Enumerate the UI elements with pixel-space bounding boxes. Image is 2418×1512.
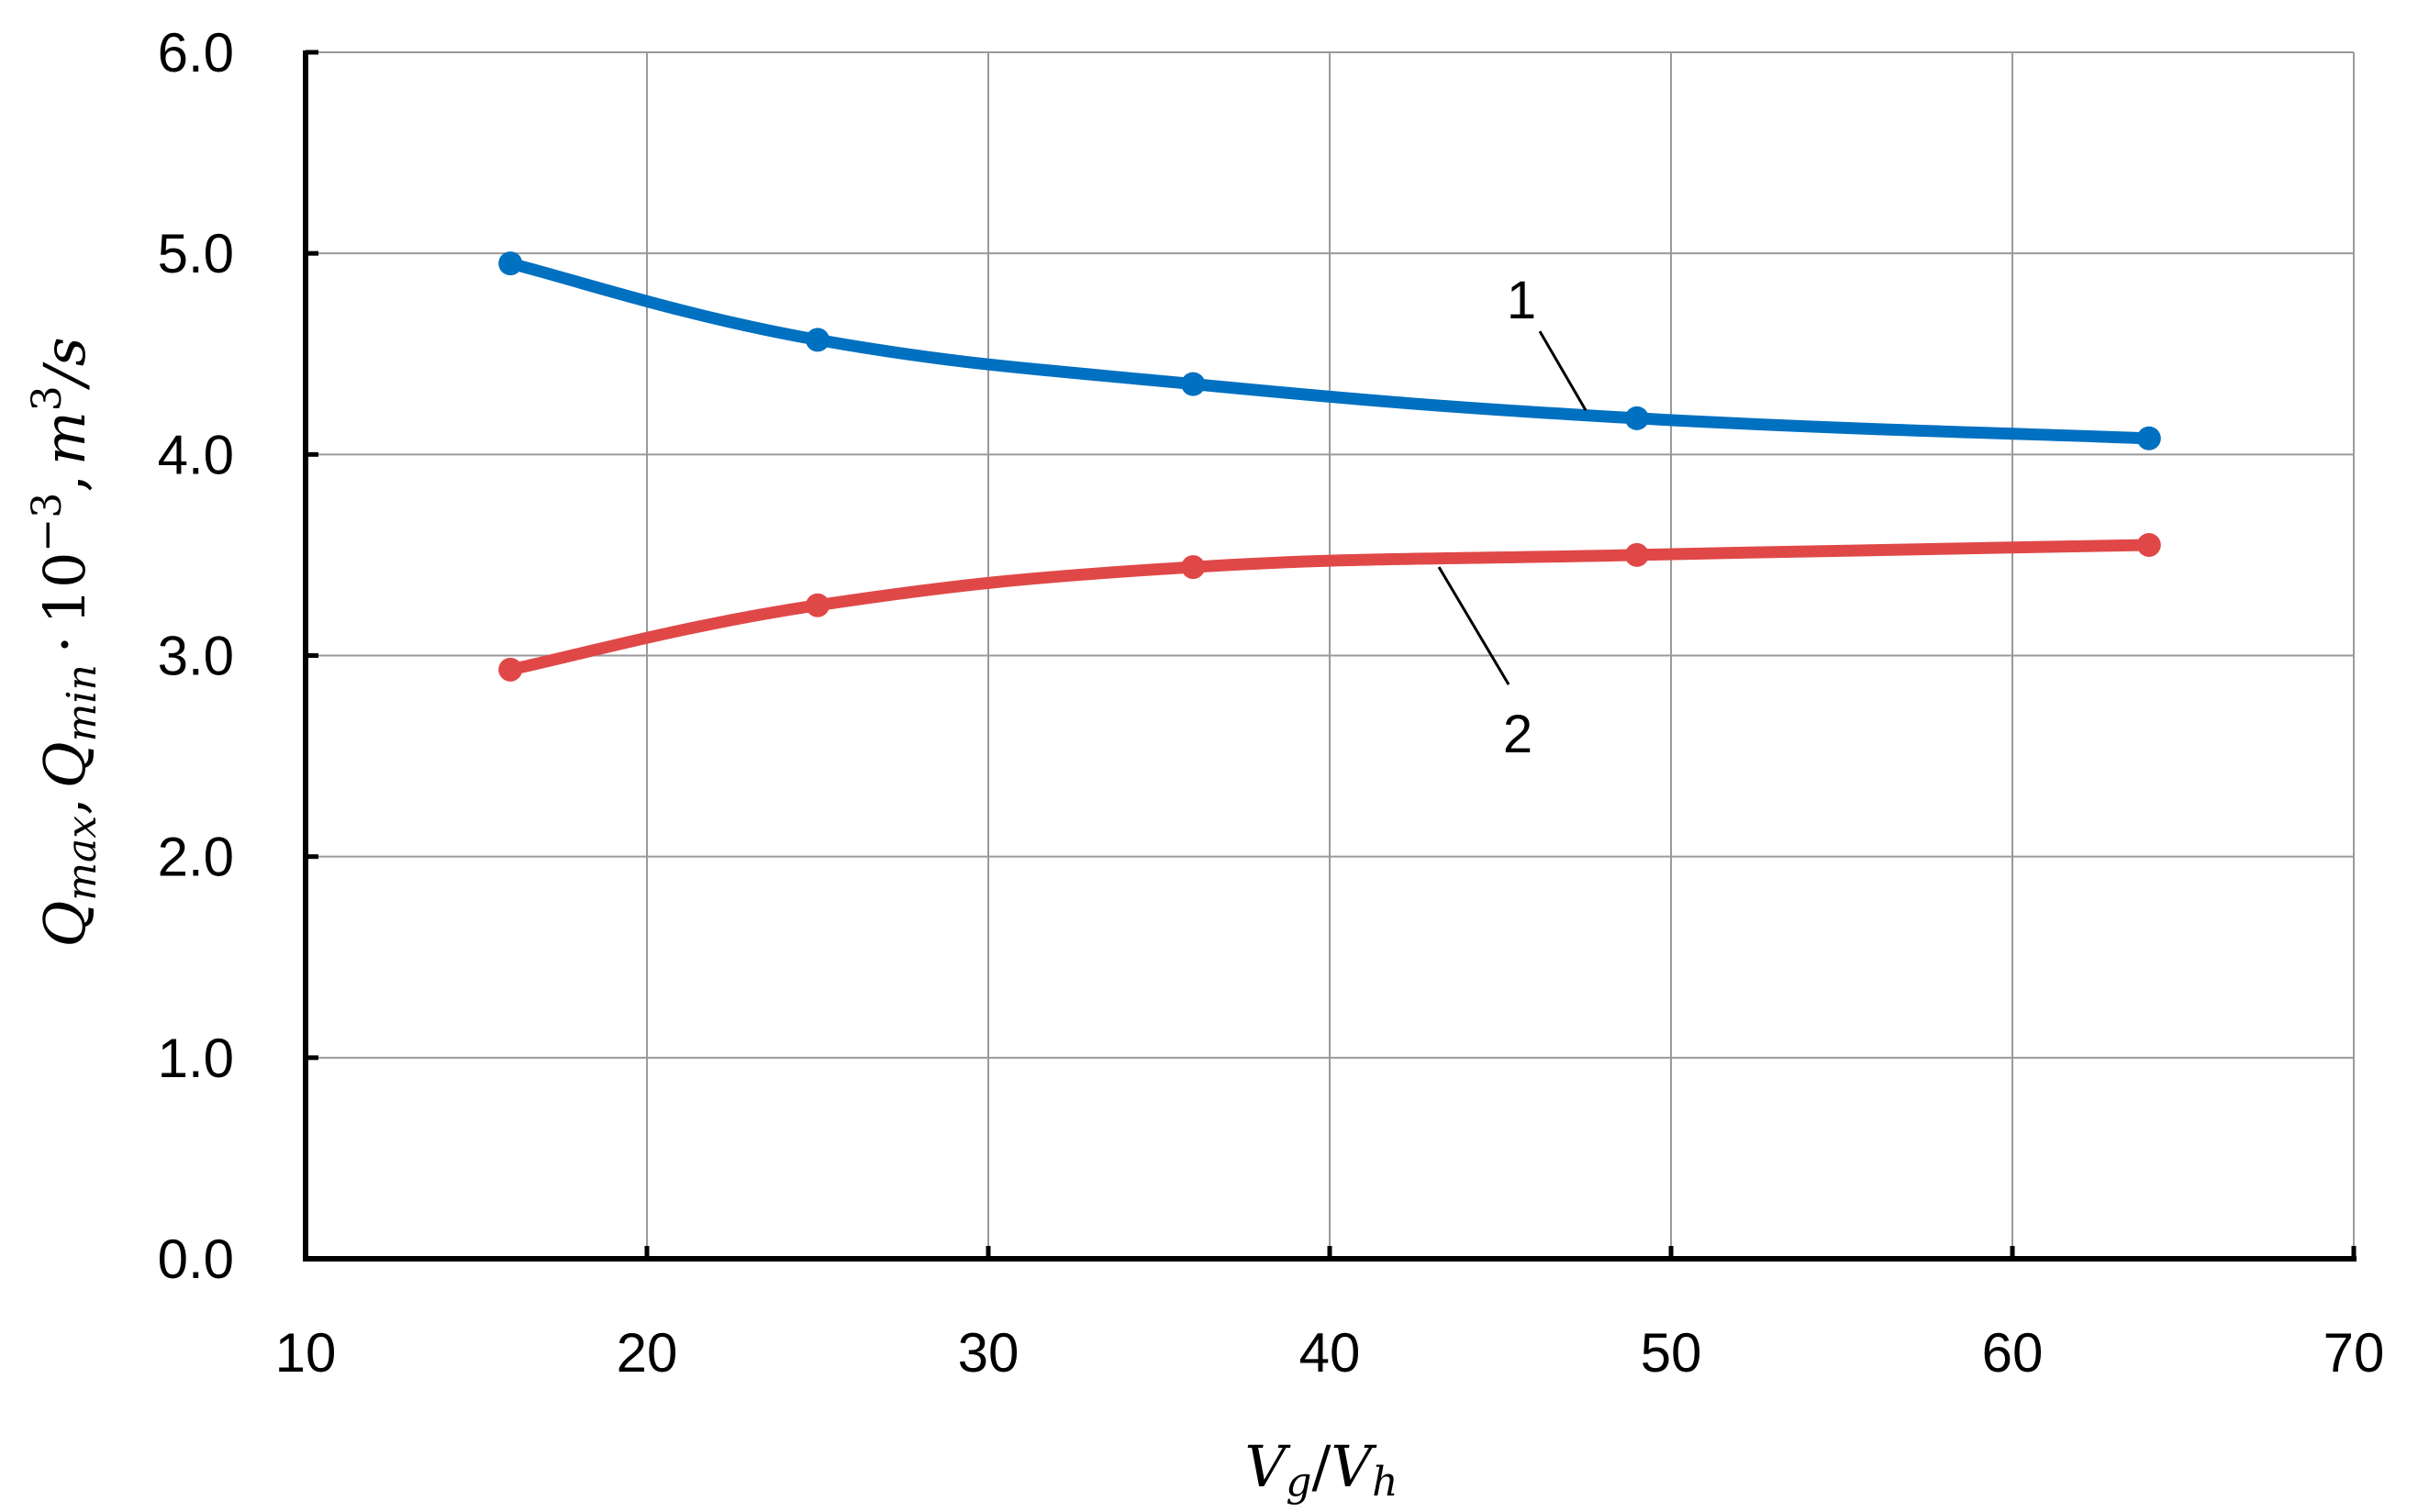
y-tick-label: 0.0 — [158, 1228, 234, 1290]
y-tick-label: 1.0 — [158, 1028, 234, 1089]
y-tick-label: 4.0 — [158, 424, 234, 485]
annotation-label-2: 2 — [1503, 705, 1532, 764]
annotation-leader-2 — [1437, 566, 1510, 685]
x-tick-label: 10 — [275, 1322, 337, 1384]
data-point-2 — [2136, 532, 2161, 557]
series-lines — [498, 251, 2161, 682]
y-tick-label: 2.0 — [158, 827, 234, 888]
x-tick-label: 30 — [958, 1322, 1020, 1384]
annotations: 12 — [1437, 271, 1588, 764]
series-line-2 — [504, 539, 2156, 676]
y-tick-label: 3.0 — [158, 626, 234, 687]
x-axis-label: Vg/Vh — [1245, 1433, 1398, 1506]
x-tick-label: 50 — [1641, 1322, 1702, 1384]
series-line-1 — [504, 257, 2156, 445]
x-tick-labels: 10 20 30 40 50 60 70 — [275, 1322, 2385, 1384]
y-axis-label: Qmax,Qmin·10−3,m3/s — [24, 337, 106, 947]
annotation-leader-1 — [1538, 330, 1588, 411]
data-point-1 — [498, 251, 523, 276]
data-point-2 — [498, 657, 523, 682]
annotation-label-1: 1 — [1507, 271, 1536, 330]
y-tick-labels: 0.0 1.0 2.0 3.0 4.0 5.0 6.0 — [158, 22, 234, 1290]
data-point-1 — [1181, 372, 1206, 396]
data-point-1 — [1624, 406, 1649, 430]
data-point-2 — [1181, 555, 1206, 580]
y-tick-label: 6.0 — [158, 22, 234, 83]
y-tick-label: 5.0 — [158, 223, 234, 284]
data-point-1 — [2136, 426, 2161, 450]
grid — [306, 51, 2355, 1259]
x-tick-label: 60 — [1982, 1322, 2044, 1384]
data-point-1 — [806, 328, 830, 352]
data-point-2 — [1624, 542, 1649, 567]
data-point-2 — [806, 593, 830, 617]
x-tick-label: 70 — [2323, 1322, 2385, 1384]
x-tick-label: 20 — [617, 1322, 678, 1384]
x-tick-label: 40 — [1299, 1322, 1361, 1384]
axes — [303, 50, 2357, 1262]
